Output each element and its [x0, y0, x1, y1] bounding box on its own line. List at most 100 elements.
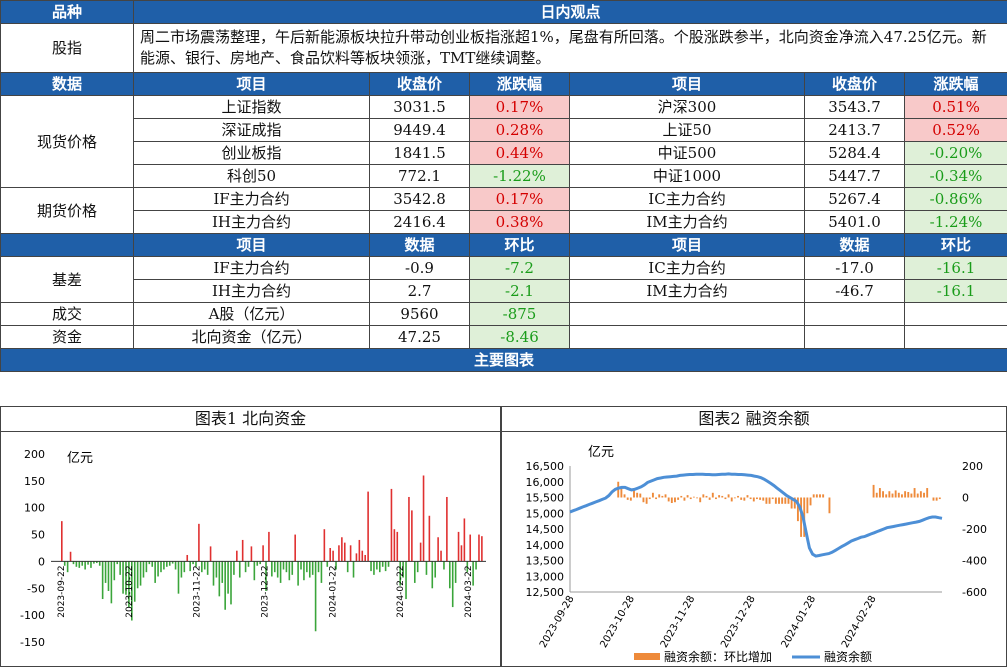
flow-bar — [189, 561, 191, 571]
balance-line — [570, 474, 942, 556]
basis-value: 2.7 — [370, 280, 470, 303]
flow-bar — [122, 561, 124, 593]
x-tick-label: 2023-12-22 — [261, 565, 271, 617]
flow-bar — [324, 529, 326, 561]
change-bar — [816, 494, 818, 497]
flow-bar — [262, 545, 264, 561]
change-bar — [873, 485, 875, 498]
change-pct: 0.44% — [470, 142, 570, 165]
flow-bar — [291, 561, 293, 574]
instrument-name: 中证1000 — [570, 165, 805, 188]
flow-bar — [181, 561, 183, 577]
flow-bar — [376, 561, 378, 569]
left-tick-label: 13,000 — [526, 570, 565, 583]
change-bar — [775, 498, 777, 504]
close-price: 5447.7 — [805, 165, 905, 188]
commentary-row: 股指 周二市场震荡整理，午后新能源板块拉升带动创业板指涨超1%，尾盘有所回落。个… — [1, 24, 1007, 73]
change-bar — [649, 498, 651, 500]
change-bar — [810, 498, 812, 506]
flow-bar — [146, 561, 148, 572]
change-bar — [910, 494, 912, 498]
x-tick-label: 2023-10-22 — [125, 565, 135, 617]
change-bar — [728, 494, 730, 497]
flow-bar — [426, 561, 428, 574]
flow-bar — [423, 475, 425, 561]
basis-item-header-right: 项目 — [570, 234, 805, 257]
close-price: 5401.0 — [805, 211, 905, 234]
flow-bar — [210, 546, 212, 561]
flow-bar — [297, 561, 299, 585]
flow-bar — [464, 518, 466, 561]
turnover-change: -875 — [470, 303, 570, 326]
commentary-label: 股指 — [1, 24, 134, 73]
change-bar — [658, 494, 660, 497]
flow-bar — [84, 561, 86, 569]
change-bar — [712, 493, 714, 498]
y-tick-label: 150 — [24, 475, 45, 488]
basis-item-header-left: 项目 — [134, 234, 370, 257]
change-bar — [784, 498, 786, 504]
x-tick-label: 2023-09-28 — [538, 594, 577, 650]
left-tick-label: 15,000 — [526, 507, 565, 520]
change-bar — [907, 492, 909, 498]
futures-label: 期货价格 — [1, 188, 134, 234]
change-pct: -0.34% — [905, 165, 1007, 188]
change-bar — [904, 491, 906, 497]
y-axis-label: 亿元 — [67, 451, 93, 466]
flow-bar — [99, 561, 101, 565]
flow-bar — [221, 561, 223, 582]
flow-bar — [338, 545, 340, 561]
change-pct: 0.38% — [470, 211, 570, 234]
x-tick-label: 2024-01-22 — [328, 565, 338, 617]
close-price: 3543.7 — [805, 96, 905, 119]
right-tick-label: -400 — [962, 555, 987, 568]
right-tick-label: -600 — [962, 586, 987, 599]
flow-bar — [309, 561, 311, 577]
left-tick-label: 15,500 — [526, 492, 565, 505]
flow-bar — [204, 561, 206, 569]
flow-bar — [429, 516, 431, 562]
flow-bar — [388, 561, 390, 566]
flow-bar — [114, 561, 116, 580]
flow-bar — [394, 529, 396, 561]
flow-bar — [251, 546, 253, 561]
x-tick-label: 2024-02-28 — [840, 594, 879, 650]
change-bar — [933, 498, 935, 501]
flow-bar — [449, 561, 451, 588]
y-tick-label: 100 — [24, 502, 45, 515]
change-bar — [901, 494, 903, 497]
flow-bar — [242, 540, 244, 561]
basis-hb-header-left: 环比 — [470, 234, 570, 257]
flow-bar — [140, 561, 142, 585]
flow-bar — [79, 561, 81, 567]
change-bar — [646, 498, 648, 504]
flow-bar — [452, 561, 454, 607]
chg-header-left: 涨跌幅 — [470, 73, 570, 96]
flow-bar — [90, 561, 92, 567]
instrument-name: 上证指数 — [134, 96, 370, 119]
flow-bar — [437, 537, 439, 561]
price-header-row: 数据 项目 收盘价 涨跌幅 项目 收盘价 涨跌幅 — [1, 73, 1007, 96]
basis-name: IF主力合约 — [134, 257, 370, 280]
flow-bar — [108, 561, 110, 591]
change-bar — [876, 493, 878, 498]
x-tick-label: 2023-09-22 — [57, 565, 67, 617]
flow-bar — [67, 561, 69, 572]
left-tick-label: 14,000 — [526, 539, 565, 552]
close-price: 1841.5 — [370, 142, 470, 165]
change-bar — [923, 493, 925, 498]
flow-bar — [233, 561, 235, 574]
change-bar — [765, 498, 767, 504]
change-bar — [693, 497, 695, 498]
change-bar — [920, 491, 922, 497]
flow-bar — [119, 561, 121, 574]
change-pct: -0.20% — [905, 142, 1007, 165]
change-pct: 0.51% — [905, 96, 1007, 119]
change-bar — [674, 498, 676, 503]
y-tick-label: -50 — [27, 582, 45, 595]
y-tick-label: -150 — [20, 636, 45, 649]
flow-bar — [178, 561, 180, 593]
instrument-name: IF主力合约 — [134, 188, 370, 211]
